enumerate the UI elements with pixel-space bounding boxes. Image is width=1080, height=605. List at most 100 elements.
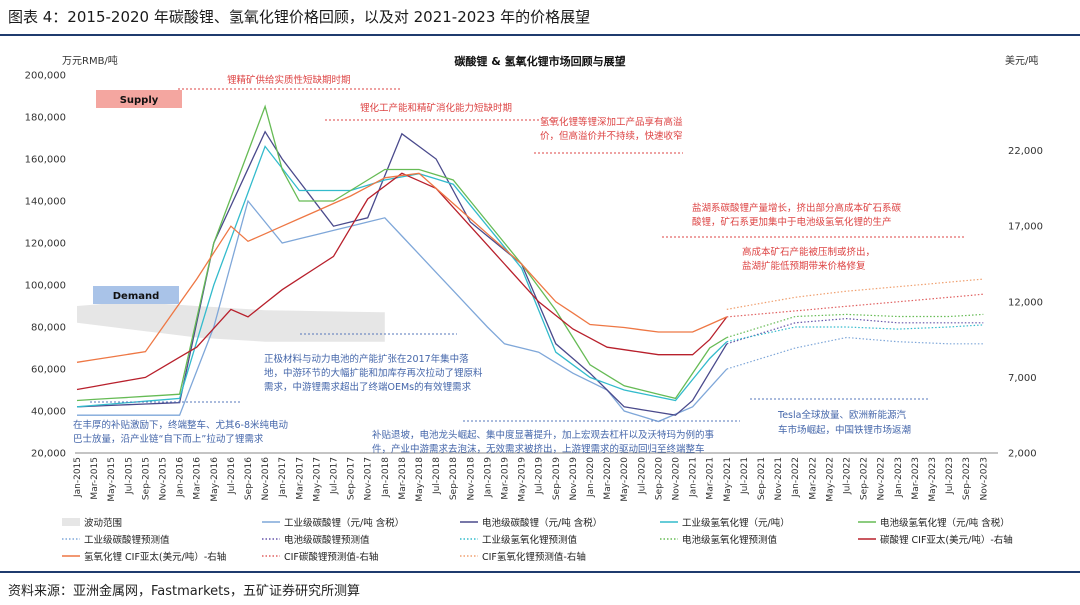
x-tick-label: Mar-2017 [295, 457, 305, 500]
demand-label: Demand [113, 291, 160, 302]
annotation-cost-2: 盐湖扩能低预期带来价格修复 [742, 260, 866, 272]
left-tick-label: 180,000 [25, 113, 66, 124]
annotation-brine-2: 酸锂，矿石系更加集中于电池级氢氧化锂的生产 [692, 216, 892, 228]
x-tick-label: Jan-2017 [278, 457, 288, 498]
left-tick-label: 200,000 [25, 71, 66, 82]
series-line [726, 317, 984, 345]
legend: 波动范围 工业级碳酸锂（元/吨 含税） 电池级碳酸锂（元/吨 含税） 工业级氢氧化锂（… [62, 517, 1013, 563]
legend-label: CIF碳酸锂预测值-右轴 [284, 551, 378, 563]
left-tick-label: 100,000 [25, 281, 66, 292]
annotation-subsidy-cut-2: 件，产业中游需求去泡沫，无效需求被挤出，上游锂需求的驱动回归至终端整车 [372, 443, 705, 455]
annotation-premium-2: 价，但高溢价并不持续，快速收窄 [540, 130, 683, 142]
annotation-tesla-2: 车市场崛起，中国铁锂市场返潮 [778, 424, 911, 436]
annotations: 锂精矿供给实质性短缺期时期 锂化工产能和精矿消化能力短缺时期 氢氧化锂等锂深加工… [73, 74, 911, 455]
x-tick-label: Nov-2016 [261, 457, 271, 501]
volatility-band-layer [77, 301, 385, 342]
right-tick-label: 17,000 [1008, 222, 1043, 233]
x-tick-label: May-2018 [415, 457, 425, 502]
x-tick-label: Jan-2023 [894, 457, 904, 498]
annotation-midstream-1: 正极材料与动力电池的产能扩张在2017年集中落 [264, 353, 469, 365]
x-tick-label: May-2021 [723, 457, 733, 502]
x-tick-label: Mar-2019 [501, 457, 511, 500]
series-line [76, 172, 728, 363]
x-tick-label: Jan-2018 [381, 457, 391, 498]
left-tick-label: 60,000 [31, 365, 66, 376]
annotation-supply-period: 锂精矿供给实质性短缺期时期 [227, 74, 351, 86]
x-tick-label: May-2016 [210, 457, 220, 502]
right-tick-label: 7,000 [1008, 373, 1037, 384]
legend-label: 碳酸锂 CIF亚太(美元/吨）-右轴 [880, 534, 1013, 546]
x-tick-label: Nov-2018 [466, 457, 476, 501]
x-tick-label: Sep-2019 [552, 457, 562, 500]
x-tick-label: Nov-2021 [774, 457, 784, 500]
volatility-band [77, 301, 385, 342]
left-tick-label: 140,000 [25, 197, 66, 208]
x-tick-label: Sep-2021 [757, 457, 767, 500]
x-tick-label: May-2015 [107, 457, 117, 502]
legend-label: 电池级碳酸锂（元/吨 含税） [482, 517, 602, 529]
chart-title: 碳酸锂 & 氢氧化锂市场回顾与展望 [454, 54, 625, 68]
legend-label: 电池级碳酸锂预测值 [284, 534, 370, 546]
series-line [76, 172, 728, 391]
x-tick-label: Jul-2023 [945, 457, 955, 495]
series-layer [76, 104, 984, 423]
x-tick-label: Nov-2020 [672, 457, 682, 501]
demand-label-box [93, 286, 179, 304]
supply-label-box [96, 90, 182, 108]
x-tick-label: Jan-2021 [689, 457, 699, 498]
x-tick-label: Jul-2020 [637, 457, 647, 495]
x-tick-label: Jan-2016 [176, 457, 186, 498]
left-tick-label: 120,000 [25, 239, 66, 250]
bottom-rule [0, 571, 1080, 573]
x-tick-label: Mar-2022 [808, 457, 818, 500]
annotation-premium-1: 氢氧化锂等锂深加工产品享有高溢 [540, 116, 683, 128]
right-tick-label: 12,000 [1008, 297, 1043, 308]
legend-label: 氢氧化锂 CIF亚太(美元/吨）-右轴 [84, 551, 226, 563]
annotation-chem-period: 锂化工产能和精矿消化能力短缺时期 [360, 102, 512, 114]
x-tick-label: Sep-2020 [654, 457, 664, 500]
x-tick-label: Mar-2020 [603, 457, 613, 500]
x-axis-ticks: Jan-2015 Mar-2015 May-2015 Jul-2015 Sep-2015… [73, 457, 989, 502]
x-tick-label: May-2020 [620, 457, 630, 502]
legend-label: 电池级氢氧化锂（元/吨 含税） [880, 517, 1010, 529]
annotation-subsidy-1: 在丰厚的补贴激励下，终端整车、尤其6-8米纯电动 [73, 419, 288, 431]
legend-swatch [62, 518, 80, 526]
legend-label: 工业级氢氧化锂预测值 [482, 534, 578, 546]
left-tick-label: 160,000 [25, 155, 66, 166]
x-tick-label: Nov-2022 [877, 457, 887, 500]
x-tick-label: May-2017 [312, 457, 322, 502]
x-tick-label: Sep-2017 [347, 457, 357, 500]
source-note: 资料来源：亚洲金属网，Fastmarkets，五矿证券研究所测算 [8, 584, 361, 599]
right-tick-label: 2,000 [1008, 449, 1037, 460]
annotation-cost-1: 高成本矿石产能被压制或挤出， [742, 246, 875, 258]
x-tick-label: Jul-2019 [535, 457, 545, 495]
right-axis-ticks: 22,000 17,000 12,000 7,000 2,000 [1008, 146, 1043, 459]
right-axis-unit: 美元/吨 [1005, 54, 1038, 67]
legend-label: 工业级碳酸锂（元/吨 含税） [284, 517, 404, 529]
x-tick-label: Jul-2022 [843, 457, 853, 495]
x-tick-label: Nov-2017 [364, 457, 374, 500]
legend-label: 工业级碳酸锂预测值 [84, 534, 170, 546]
x-tick-label: Mar-2018 [398, 457, 408, 500]
left-tick-label: 40,000 [31, 407, 66, 418]
x-tick-label: Jul-2016 [227, 457, 237, 495]
right-tick-label: 22,000 [1008, 146, 1043, 157]
x-tick-label: Sep-2016 [244, 457, 254, 500]
left-axis-ticks: 200,000 180,000 160,000 140,000 120,000 100,0… [25, 71, 66, 460]
x-tick-label: Nov-2019 [569, 457, 579, 501]
series-line [726, 324, 984, 343]
left-tick-label: 80,000 [31, 323, 66, 334]
x-tick-label: Mar-2015 [90, 457, 100, 500]
series-line [76, 104, 728, 402]
x-tick-label: Sep-2023 [962, 457, 972, 500]
x-tick-label: May-2019 [518, 457, 528, 502]
supply-label: Supply [120, 95, 159, 106]
figure-title: 图表 4：2015-2020 年碳酸锂、氢氧化锂价格回顾，以及对 2021-20… [8, 8, 591, 26]
series-line [726, 336, 984, 370]
x-tick-label: Jan-2015 [73, 457, 83, 498]
series-line [726, 278, 984, 310]
legend-label: 工业级氢氧化锂（元/吨） [682, 517, 790, 529]
x-tick-label: Sep-2022 [860, 457, 870, 500]
x-tick-label: Jan-2020 [586, 457, 596, 498]
annotation-subsidy-2: 巴士放量，沿产业链“自下而上”拉动了锂需求 [73, 433, 264, 445]
